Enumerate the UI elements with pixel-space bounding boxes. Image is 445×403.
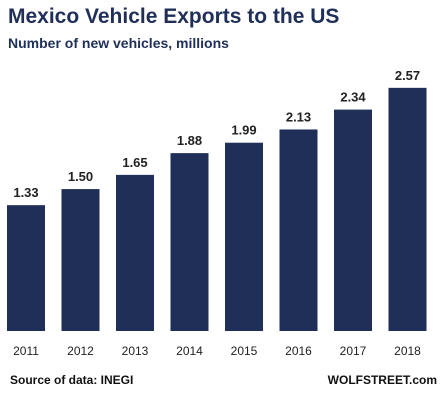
chart-title: Mexico Vehicle Exports to the US [8,5,340,28]
value-label-2012: 1.50 [68,169,93,184]
x-tick-labels-group: 2011 2012 2013 2014 2015 2016 2017 2018 [13,344,421,358]
bar-2012 [61,189,100,331]
bar-2018 [388,87,427,331]
value-label-2013: 1.65 [122,155,147,170]
value-label-2018: 2.57 [395,68,420,83]
bar-2013 [116,174,154,331]
source-note: Source of data: INEGI [10,373,134,387]
bar-2017 [334,109,372,331]
value-label-2017: 2.34 [340,90,366,105]
credit-note: WOLFSTREET.com [327,373,437,387]
chart-subtitle: Number of new vehicles, millions [8,35,229,51]
bar-2014 [170,153,209,331]
value-label-2011: 1.33 [13,185,38,200]
value-label-2014: 1.88 [177,133,202,148]
x-tick-label-2012: 2012 [67,344,94,358]
value-label-2015: 1.99 [231,123,256,138]
value-labels-group: 1.33 1.50 1.65 1.88 1.99 2.13 2.34 2.57 [13,68,420,200]
x-tick-label-2015: 2015 [231,344,258,358]
x-tick-label-2018: 2018 [394,344,421,358]
value-label-2016: 2.13 [286,109,311,124]
x-tick-label-2016: 2016 [285,344,312,358]
x-tick-label-2014: 2014 [176,344,203,358]
bars-group [7,87,427,331]
x-tick-label-2017: 2017 [340,344,367,358]
x-tick-label-2013: 2013 [122,344,149,358]
x-tick-label-2011: 2011 [13,344,39,358]
bar-2016 [279,129,318,331]
bar-2015 [225,142,263,331]
bar-2011 [7,205,45,331]
